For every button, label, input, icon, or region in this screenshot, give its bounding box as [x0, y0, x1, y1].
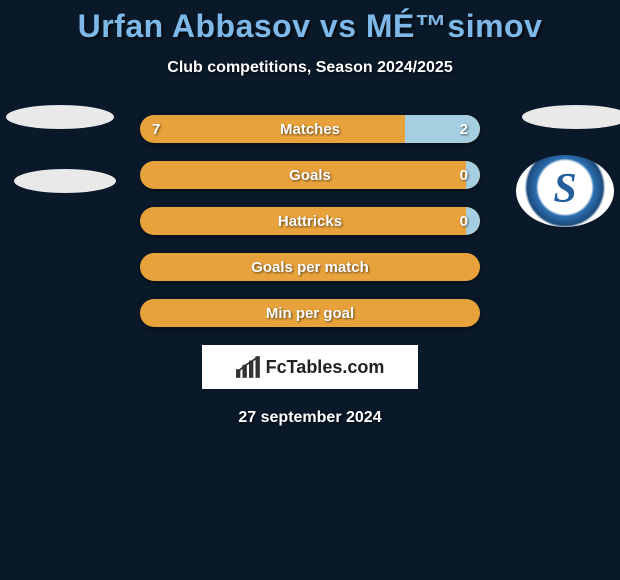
stat-value-right: 0 — [460, 167, 468, 184]
stat-row: Matches7 2 — [0, 115, 620, 143]
stat-row: Min per goal — [0, 299, 620, 327]
watermark-text: FcTables.com — [266, 357, 385, 378]
comparison-card: Urfan Abbasov vs MÉ™simov Club competiti… — [0, 0, 620, 427]
stat-row: Goals per match — [0, 253, 620, 281]
stat-value-right: 2 — [460, 121, 468, 138]
stat-bar: Hattricks0 — [140, 207, 480, 235]
stat-bar: Goals0 — [140, 161, 480, 189]
stat-row: Hattricks0 — [0, 207, 620, 235]
stat-label: Min per goal — [140, 305, 480, 322]
stat-label: Goals — [140, 167, 480, 184]
card-title[interactable]: Urfan Abbasov vs MÉ™simov — [0, 0, 620, 45]
stat-label: Goals per match — [140, 259, 480, 276]
stats-bars: S Matches72Goals0Hattricks0Goals per mat… — [0, 115, 620, 327]
stat-row: Goals0 — [0, 161, 620, 189]
date-line: 27 september 2024 — [0, 409, 620, 427]
watermark-chart-icon — [236, 356, 262, 378]
stat-bar: Matches7 2 — [140, 115, 480, 143]
stat-value-left: 7 — [152, 121, 160, 138]
stat-bar: Goals per match — [140, 253, 480, 281]
stat-bar: Min per goal — [140, 299, 480, 327]
watermark[interactable]: FcTables.com — [202, 345, 418, 389]
stat-value-right: 0 — [460, 213, 468, 230]
stat-label: Hattricks — [140, 213, 480, 230]
stat-label: Matches — [140, 121, 480, 138]
card-subtitle: Club competitions, Season 2024/2025 — [0, 59, 620, 77]
